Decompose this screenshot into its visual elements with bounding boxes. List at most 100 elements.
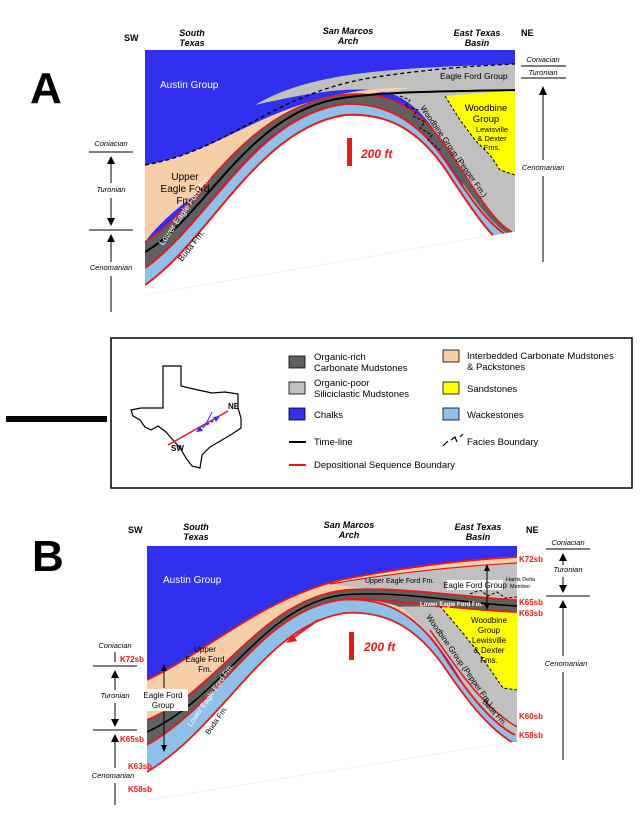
panel-b-upper-ef-left-1: Upper [194,645,216,654]
legend-organic-rich-2: Carbonate Mudstones [314,363,408,374]
texas-map [130,365,242,469]
legend-swatch-organic-rich [288,355,306,369]
panel-b-facies [439,589,517,691]
panel-b-k72-l: K72sb [120,655,144,664]
legend-swatch-interbedded [442,349,460,363]
panel-b-woodbine-1: Woodbine [471,616,507,625]
panel-b-austin: Austin Group [163,575,222,586]
panel-a-upper-ef-3: Fm. [176,196,193,207]
texas-arch-cross [204,411,213,427]
panel-b-letter: B [32,532,64,581]
panel-a-lewisville-3: Fms. [484,143,501,152]
panel-b-k58-l: K58sb [128,785,152,794]
panel-b-san-marcos-2: Arch [338,530,360,540]
panel-a-scale-bar [347,138,352,166]
panel-a-sw: SW [124,33,139,43]
legend-organic-poor-2: Siliciclastic Mudstones [314,389,409,400]
panel-b-scale-bar [349,632,354,660]
panel-b-eagle-ford-group-l-1: Eagle Ford [143,691,182,700]
legend-facies: Facies Boundary [467,437,539,448]
panel-a-san-marcos-2: Arch [337,36,359,46]
legend-swatch-organic-poor [288,381,306,395]
panel-b-seq-k60 [429,629,517,728]
legend-swatch-wackestones [442,407,460,421]
panel-b-seq-k63-r [344,597,517,613]
legend-wackestones: Wackestones [467,410,524,421]
panel-a-left-turonian: Turonian [96,185,125,194]
panel-a-upper-ef-2: Eagle Ford [161,184,210,195]
panel-b-right-tur-arrowhead-up [559,553,567,561]
panel-a-south-texas-1: South [179,28,205,38]
panel-b-k65-r: K65sb [519,598,543,607]
panel-b-ef-arrowhead-l-down [161,745,167,752]
panel-b-onlap-arrowhead [286,634,297,643]
panel-b-ef-arrowhead-up-r [484,564,490,571]
panel-b-scale-label: 200 ft [363,640,396,654]
panel-a-grey-eagle-ford [255,64,515,235]
legend-interbedded-1: Interbedded Carbonate Mudstones [467,351,614,362]
panel-b-seq-k58 [147,611,517,773]
legend-swatch-facies [442,433,464,447]
panel-a-left-ceno-arrowhead [107,234,115,242]
panel-a-cross-section [145,50,515,295]
panel-a-ne: NE [521,28,534,38]
panel-b: B SW NE South Texas San Marcos Arch East… [32,520,590,805]
panel-b-woodbine-4: & Dexter [473,646,504,655]
texas-arch-arrow-sw [196,426,203,432]
panel-a: A SW NE South Texas San Marcos Arch East… [30,26,566,312]
panel-b-south-texas-2: Texas [183,532,208,542]
legend-organic-rich-1: Organic-rich [314,352,366,363]
panel-b-sw: SW [128,525,143,535]
panel-b-k72-r: K72sb [519,555,543,564]
panel-b-left-cenomanian: Cenomanian [92,771,135,780]
panel-b-right-turonian: Turonian [553,565,582,574]
panel-b-left-turonian: Turonian [100,691,129,700]
texas-arch-arrow-ne [213,416,220,422]
panel-a-upper-ef-1: Upper [171,172,199,183]
panel-b-seq-k65 [147,588,517,721]
panel-a-woodbine-1: Woodbine [465,103,508,114]
panel-b-woodbine-sand [440,606,517,690]
panel-a-east-texas-1: East Texas [454,28,501,38]
panel-a-scale-label: 200 ft [360,147,393,161]
legend-swatch-chalks [288,407,306,421]
panel-a-east-texas-2: Basin [465,38,490,48]
panel-b-upper-ef-left-2: Eagle Ford [185,655,224,664]
panel-a-right-coniacian: Coniacian [526,55,559,64]
panel-a-left-arrowhead-up [107,156,115,164]
panel-b-harris-2: Member [510,584,530,590]
panel-b-eagle-ford-group-l-2: Group [152,701,175,710]
panel-b-ef-arrowhead-down-r [484,603,490,610]
panel-b-k63-l: K63sb [128,762,152,771]
panel-a-timeline [145,89,515,253]
panel-b-seq-k72 [147,556,517,681]
legend-interbedded-2: & Packstones [467,362,525,373]
panel-b-east-texas-2: Basin [466,532,491,542]
legend-seq-boundary: Depositional Sequence Boundary [314,460,455,471]
panel-b-south-texas-1: South [183,522,209,532]
panel-b-right-coniacian: Coniacian [551,538,584,547]
panel-b-right-ceno-arrowhead [559,600,567,608]
panel-b-woodbine-5: Fms. [480,656,498,665]
panel-b-right-tur-arrowhead-down [559,585,567,593]
panel-a-austin: Austin Group [160,80,219,91]
panel-b-harris-1: Harris Delta [506,577,536,583]
panel-b-onlap-arrow [289,619,319,641]
panel-a-right-turonian: Turonian [528,68,557,77]
panel-a-eagle-ford-group: Eagle Ford Group [440,71,508,81]
texas-map-sw: SW [171,444,184,453]
legend-organic-poor-1: Organic-poor [314,378,369,389]
panel-b-k63-r: K63sb [519,609,543,618]
panel-a-right-arrowhead [539,86,547,95]
panel-b-eagle-ford-group-l-box [138,689,188,711]
panel-b-seq-k63 [147,598,516,746]
texas-arch-line [197,417,219,431]
panel-b-left-ceno-arrowhead [111,734,119,742]
panel-b-eagle-ford-group-box [447,580,503,590]
panel-a-san-marcos-1: San Marcos [323,26,374,36]
legend-swatch-sandstones [442,381,460,395]
panel-b-seq-upper-grey [329,562,517,585]
panel-b-upper-ef-left-3: Fm. [198,665,212,674]
panel-b-woodbine-3: Lewisville [472,636,507,645]
panel-a-woodbine-sand [445,90,515,175]
